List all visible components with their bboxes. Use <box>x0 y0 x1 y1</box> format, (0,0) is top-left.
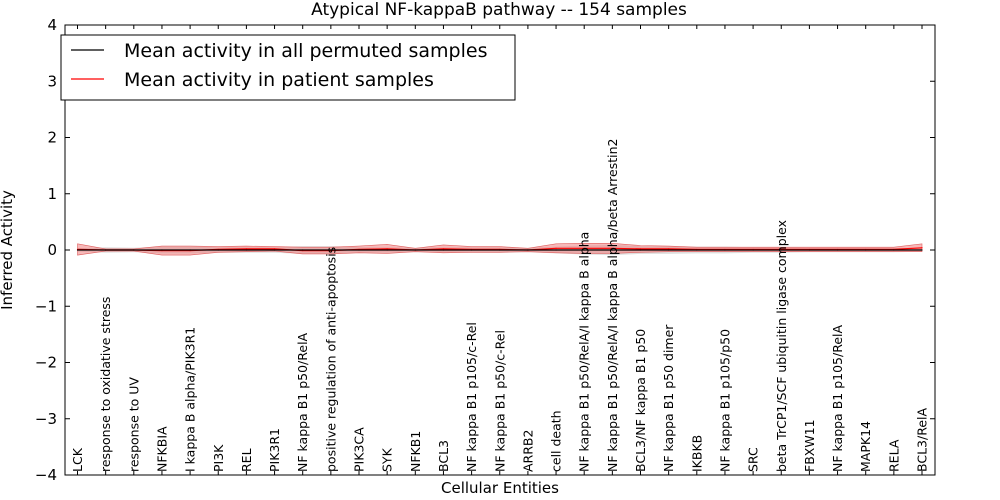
category-label: PI3K <box>211 444 226 472</box>
point-patient-7 <box>273 248 276 250</box>
y-axis: 4 3 2 1 0 −1 −2 −3 −4 <box>35 16 935 484</box>
point-patient-13 <box>442 248 445 250</box>
y-tick-label: −2 <box>35 354 57 372</box>
category-label: positive regulation of anti-apoptosis <box>323 247 338 472</box>
category-label: BCL3/NF kappa B1 p50 <box>633 329 648 472</box>
point-patient-21 <box>668 248 670 250</box>
chart-title: Atypical NF-kappaB pathway -- 154 sample… <box>311 0 687 20</box>
point-patient-6 <box>245 248 247 250</box>
point-permuted-30 <box>921 249 923 251</box>
category-label: SRC <box>746 447 761 472</box>
point-patient-19 <box>611 247 613 249</box>
y-tick-label: 0 <box>47 241 57 259</box>
legend-label-1: Mean activity in patient samples <box>124 69 434 91</box>
category-label: REL <box>239 448 254 472</box>
point-permuted-17 <box>555 249 557 251</box>
y-tick-label: 2 <box>47 129 57 147</box>
y-tick-label: 4 <box>47 16 57 34</box>
point-permuted-9 <box>330 249 332 251</box>
point-permuted-2 <box>133 249 135 251</box>
category-label: NF kappa B1 p50/c-Rel <box>492 330 507 472</box>
y-tick-label: −3 <box>35 410 57 428</box>
category-label: RELA <box>886 439 901 472</box>
point-patient-30 <box>921 247 923 249</box>
y-tick-label: −4 <box>35 466 57 484</box>
category-label: PIK3CA <box>352 427 367 472</box>
point-permuted-25 <box>780 249 782 251</box>
point-patient-11 <box>386 248 388 250</box>
point-permuted-23 <box>724 249 726 251</box>
category-label: NF kappa B1 p50/RelA <box>295 332 310 472</box>
category-label: LCK <box>70 447 85 472</box>
category-label: IKBKB <box>689 435 704 472</box>
point-permuted-7 <box>273 249 276 251</box>
category-label: FBXW11 <box>802 419 817 472</box>
category-label: MAPK14 <box>858 421 873 472</box>
category-label: NF kappa B1 p50/RelA/I kappa B alpha/bet… <box>605 139 620 473</box>
legend-box <box>60 34 516 101</box>
category-label: BCL3 <box>436 440 451 472</box>
series-lines <box>76 247 923 252</box>
category-label: NF kappa B1 p105/c-Rel <box>464 322 479 472</box>
category-label: response to oxidative stress <box>98 297 113 472</box>
legend-label-0: Mean activity in all permuted samples <box>124 40 487 62</box>
category-label: BCL3/RelA <box>915 408 930 472</box>
y-axis-title: Inferred Activity <box>0 190 16 310</box>
point-permuted-15 <box>499 249 501 251</box>
category-label: NFKBIA <box>154 426 169 472</box>
category-label: PIK3R1 <box>267 428 282 472</box>
category-label: cell death <box>549 410 564 472</box>
category-label: response to UV <box>126 377 141 472</box>
point-permuted-12 <box>414 249 416 251</box>
point-patient-20 <box>639 248 642 250</box>
x-axis-title: Cellular Entities <box>441 479 559 497</box>
y-tick-label: −1 <box>35 297 57 315</box>
category-label: SYK <box>380 447 395 472</box>
category-label: NF kappa B1 p105/p50 <box>717 329 732 472</box>
category-label: I kappa B alpha/PIK3R1 <box>183 327 198 472</box>
category-label: NF kappa B1 p50 dimer <box>661 324 676 472</box>
category-label: NF kappa B1 p105/RelA <box>830 325 845 472</box>
category-label: beta TrCP1/SCF ubiquitin ligase complex <box>774 220 789 472</box>
category-label: NF kappa B1 p50/RelA/I kappa B alpha <box>577 232 592 472</box>
x-axis-category-labels: LCK response to oxidative stress response … <box>70 139 930 473</box>
y-tick-label: 3 <box>47 72 57 90</box>
point-permuted-20 <box>639 249 642 251</box>
point-permuted-4 <box>189 249 191 251</box>
point-patient-18 <box>583 247 585 249</box>
point-patient-17 <box>555 247 557 249</box>
x-axis-ticks <box>77 25 923 475</box>
point-permuted-28 <box>865 249 867 251</box>
point-permuted-10 <box>358 249 360 251</box>
y-tick-label: 1 <box>47 185 57 203</box>
category-label: NFKB1 <box>408 431 423 472</box>
legend: Mean activity in all permuted samples Mea… <box>60 34 516 101</box>
category-label: ARRB2 <box>520 430 535 472</box>
